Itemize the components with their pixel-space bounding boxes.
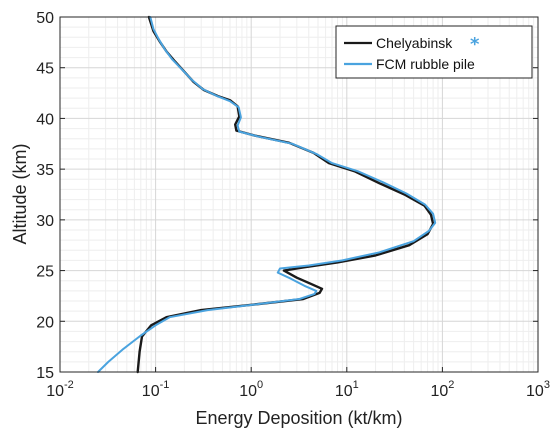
- legend-star-marker: *: [470, 34, 480, 55]
- x-tick-label: 101: [335, 379, 359, 400]
- x-tick-base: 10: [335, 383, 353, 400]
- y-tick-label: 40: [36, 111, 54, 128]
- y-tick-label: 20: [36, 314, 54, 331]
- x-tick-label: 102: [430, 379, 454, 400]
- y-tick-labels: 15 20 25 30 35 40 45 50: [36, 10, 54, 382]
- x-tick-exponent: 0: [257, 379, 263, 391]
- x-tick-exponent: -2: [64, 379, 74, 391]
- x-tick-exponent: 3: [544, 379, 550, 391]
- x-axis-title: Energy Deposition (kt/km): [195, 408, 402, 428]
- legend: Chelyabinsk * FCM rubble pile: [335, 25, 533, 79]
- x-tick-exponent: 2: [448, 379, 454, 391]
- plot-frame: [59, 16, 539, 373]
- series-layer: [97, 15, 437, 374]
- x-tick-label: 100: [239, 379, 263, 400]
- x-tick-labels: 10-2 10-1 100 101 102 103: [46, 379, 550, 400]
- x-tick-exponent: -1: [160, 379, 170, 391]
- x-tick-base: 10: [142, 383, 160, 400]
- x-tick-base: 10: [46, 383, 64, 400]
- y-tick-label: 15: [36, 365, 54, 382]
- series-line-fcm-rubble-pile: [97, 16, 437, 373]
- x-tick-label: 10-2: [46, 379, 74, 400]
- x-tick-label: 103: [526, 379, 550, 400]
- x-tick-base: 10: [239, 383, 257, 400]
- y-tick-label: 30: [36, 213, 54, 230]
- legend-label-chelyabinsk: Chelyabinsk: [376, 35, 453, 51]
- y-tick-label: 50: [36, 10, 54, 27]
- x-tick-base: 10: [430, 383, 448, 400]
- x-tick-base: 10: [526, 383, 544, 400]
- axis-ticks: [59, 16, 539, 373]
- x-tick-label: 10-1: [142, 379, 170, 400]
- x-tick-exponent: 1: [353, 379, 359, 391]
- legend-box: [335, 25, 533, 79]
- legend-label-fcm-rubble-pile: FCM rubble pile: [376, 56, 475, 72]
- y-tick-label: 25: [36, 264, 54, 281]
- y-axis-title: Altitude (km): [10, 143, 30, 244]
- y-tick-label: 45: [36, 61, 54, 78]
- y-tick-label: 35: [36, 162, 54, 179]
- minor-grid: [60, 17, 538, 372]
